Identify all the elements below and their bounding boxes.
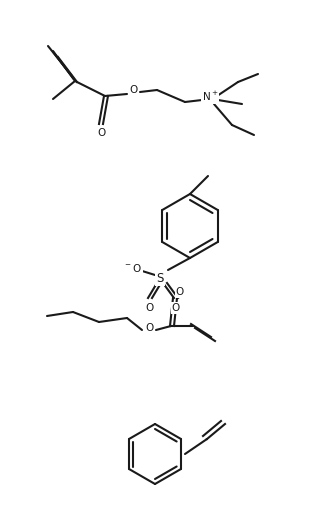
Text: S: S <box>156 271 164 284</box>
Text: O: O <box>98 128 106 138</box>
Text: O: O <box>172 303 180 313</box>
Text: O: O <box>146 303 154 313</box>
Text: O: O <box>176 287 184 297</box>
Text: $^-$O: $^-$O <box>123 262 141 274</box>
Text: O: O <box>145 323 153 333</box>
Text: N$^+$: N$^+$ <box>202 90 218 103</box>
Text: O: O <box>129 85 137 95</box>
